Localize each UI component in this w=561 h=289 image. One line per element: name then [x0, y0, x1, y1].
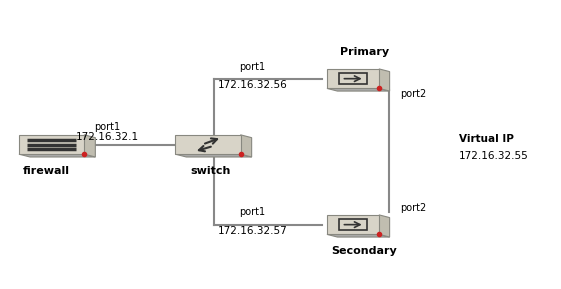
Polygon shape — [379, 69, 389, 91]
Polygon shape — [327, 88, 389, 91]
Text: 172.16.32.56: 172.16.32.56 — [218, 80, 287, 90]
Polygon shape — [84, 135, 95, 157]
Text: port1: port1 — [240, 62, 266, 71]
Polygon shape — [19, 135, 84, 154]
Text: Secondary: Secondary — [332, 246, 397, 256]
Polygon shape — [175, 154, 252, 157]
Text: 172.16.32.55: 172.16.32.55 — [459, 151, 529, 161]
Polygon shape — [327, 215, 379, 234]
Text: Virtual IP: Virtual IP — [459, 134, 514, 144]
Text: Primary: Primary — [339, 47, 389, 57]
Text: port1: port1 — [240, 208, 266, 218]
Text: port1: port1 — [94, 122, 121, 131]
Text: switch: switch — [191, 166, 231, 176]
Text: firewall: firewall — [22, 166, 70, 176]
Polygon shape — [327, 69, 379, 88]
Polygon shape — [19, 154, 95, 157]
Text: port2: port2 — [401, 89, 427, 99]
Polygon shape — [241, 135, 252, 157]
Text: 172.16.32.1: 172.16.32.1 — [76, 131, 139, 142]
Polygon shape — [175, 135, 241, 154]
Polygon shape — [327, 234, 389, 237]
Text: 172.16.32.57: 172.16.32.57 — [218, 226, 287, 236]
Polygon shape — [379, 215, 389, 237]
Text: port2: port2 — [401, 203, 427, 213]
